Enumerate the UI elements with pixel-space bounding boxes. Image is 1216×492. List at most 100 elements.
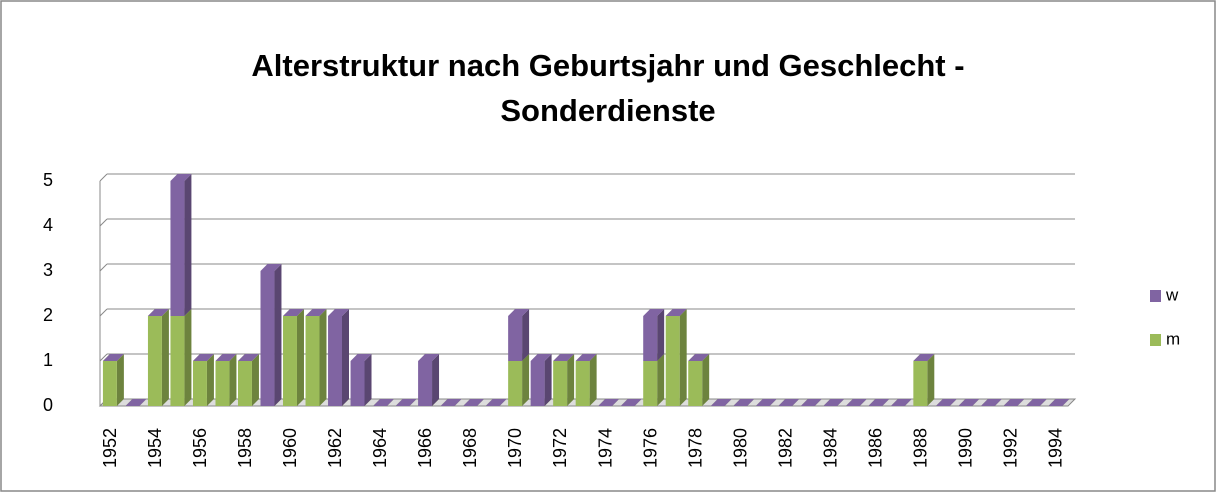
bar-side bbox=[432, 354, 440, 406]
x-tick-label: 1978 bbox=[685, 428, 705, 468]
bar-side bbox=[206, 354, 214, 406]
bar-side bbox=[544, 354, 552, 406]
y-tick-label: 0 bbox=[43, 395, 53, 415]
bar-top bbox=[530, 354, 552, 361]
bar bbox=[328, 316, 342, 406]
bar bbox=[688, 361, 703, 406]
bar bbox=[283, 316, 297, 406]
bar-top bbox=[1003, 399, 1025, 406]
bar-top bbox=[373, 399, 395, 406]
legend-swatch bbox=[1150, 290, 1161, 302]
bar-top bbox=[890, 399, 912, 406]
y-tick-label: 3 bbox=[43, 260, 53, 280]
x-tick-label: 1956 bbox=[190, 428, 210, 468]
x-tick-label: 1952 bbox=[100, 428, 120, 468]
bar bbox=[305, 316, 320, 406]
bar-top bbox=[913, 354, 935, 361]
bar bbox=[350, 361, 365, 406]
bar bbox=[913, 361, 928, 406]
x-tick-label: 1982 bbox=[775, 428, 795, 468]
bar-top bbox=[935, 399, 957, 406]
bar bbox=[260, 271, 275, 406]
y-tick-label: 5 bbox=[43, 170, 53, 190]
bar-side bbox=[161, 309, 169, 406]
bar-side bbox=[251, 354, 259, 406]
bar-top bbox=[868, 399, 890, 406]
bar-side bbox=[702, 354, 710, 406]
x-tick-label: 1962 bbox=[325, 428, 345, 468]
bar bbox=[237, 361, 252, 406]
bar-top bbox=[260, 264, 282, 271]
y-tick-label: 1 bbox=[43, 350, 53, 370]
bar-top bbox=[553, 354, 575, 361]
bar-top bbox=[418, 354, 440, 361]
legend-label: m bbox=[1166, 329, 1180, 348]
bar-top bbox=[800, 399, 822, 406]
bar-side bbox=[522, 354, 530, 406]
bar-side bbox=[184, 309, 192, 406]
x-tick-label: 1970 bbox=[505, 428, 525, 468]
bar-top bbox=[845, 399, 867, 406]
bar-top bbox=[125, 399, 147, 406]
bar-side bbox=[342, 309, 349, 406]
chart-title: Alterstruktur nach Geburtsjahr und Gesch… bbox=[251, 48, 964, 83]
bar-top bbox=[237, 354, 259, 361]
bar-top bbox=[508, 309, 530, 316]
bar-side bbox=[589, 354, 597, 406]
bar-side bbox=[229, 354, 237, 406]
x-tick-label: 1984 bbox=[820, 428, 840, 468]
bar-top bbox=[102, 354, 124, 361]
x-tick-label: 1976 bbox=[640, 428, 660, 468]
bar-top bbox=[395, 399, 417, 406]
bar-top bbox=[575, 354, 597, 361]
x-tick-label: 1958 bbox=[235, 428, 255, 468]
bar bbox=[508, 361, 523, 406]
x-tick-label: 1980 bbox=[730, 428, 750, 468]
bar-top bbox=[710, 399, 732, 406]
bar-side bbox=[319, 309, 327, 406]
x-tick-label: 1964 bbox=[370, 428, 390, 468]
x-tick-label: 1988 bbox=[910, 428, 930, 468]
bar-top bbox=[170, 174, 192, 181]
bar-side bbox=[274, 264, 282, 406]
grid-line bbox=[99, 173, 108, 182]
bar-top bbox=[147, 309, 169, 316]
bar-top bbox=[440, 399, 462, 406]
grid-line bbox=[99, 218, 108, 227]
x-tick-label: 1974 bbox=[595, 428, 615, 468]
x-tick-label: 1972 bbox=[550, 428, 570, 468]
bar-top bbox=[958, 399, 980, 406]
bar-top bbox=[980, 399, 1002, 406]
x-tick-label: 1968 bbox=[460, 428, 480, 468]
chart-subtitle: Sonderdienste bbox=[500, 93, 715, 128]
bar bbox=[508, 316, 523, 361]
bar bbox=[643, 316, 658, 361]
bar-top bbox=[823, 399, 845, 406]
x-tick-label: 1986 bbox=[865, 428, 885, 468]
bar-top bbox=[778, 399, 800, 406]
x-tick-label: 1954 bbox=[145, 428, 165, 468]
bar-side bbox=[296, 309, 304, 406]
bar bbox=[418, 361, 433, 406]
x-tick-label: 1994 bbox=[1045, 428, 1065, 468]
x-tick-label: 1992 bbox=[1000, 428, 1020, 468]
bar-top bbox=[350, 354, 372, 361]
bar-top bbox=[755, 399, 777, 406]
bar-side bbox=[184, 174, 192, 316]
x-tick-label: 1990 bbox=[955, 428, 975, 468]
bar-side bbox=[657, 354, 665, 406]
y-tick-label: 2 bbox=[43, 305, 53, 325]
bar bbox=[665, 316, 680, 406]
x-tick-label: 1966 bbox=[415, 428, 435, 468]
bar-side bbox=[364, 354, 372, 406]
bar-top bbox=[305, 309, 327, 316]
bar bbox=[643, 361, 658, 406]
bar bbox=[575, 361, 590, 406]
bar-top bbox=[733, 399, 755, 406]
bar-top bbox=[283, 309, 304, 316]
bar-side bbox=[927, 354, 935, 406]
y-tick-label: 4 bbox=[43, 215, 53, 235]
bar-side bbox=[522, 309, 530, 361]
